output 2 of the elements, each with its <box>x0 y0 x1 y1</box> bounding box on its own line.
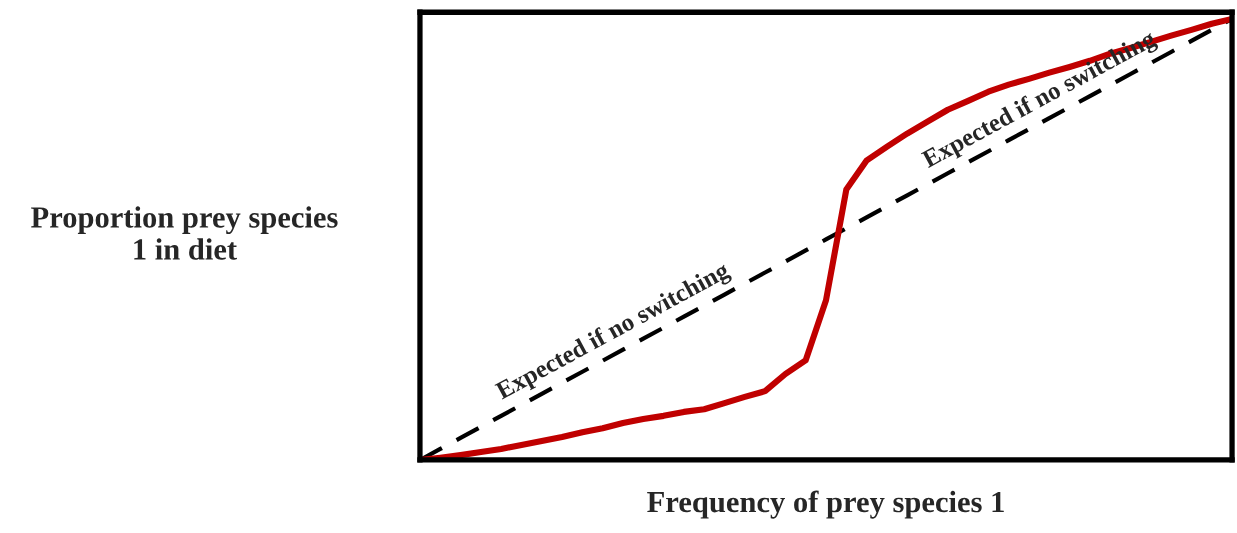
y-axis-title: Proportion prey species 1 in diet <box>31 206 338 260</box>
x-axis-title: Frequency of prey species 1 <box>647 490 1004 519</box>
